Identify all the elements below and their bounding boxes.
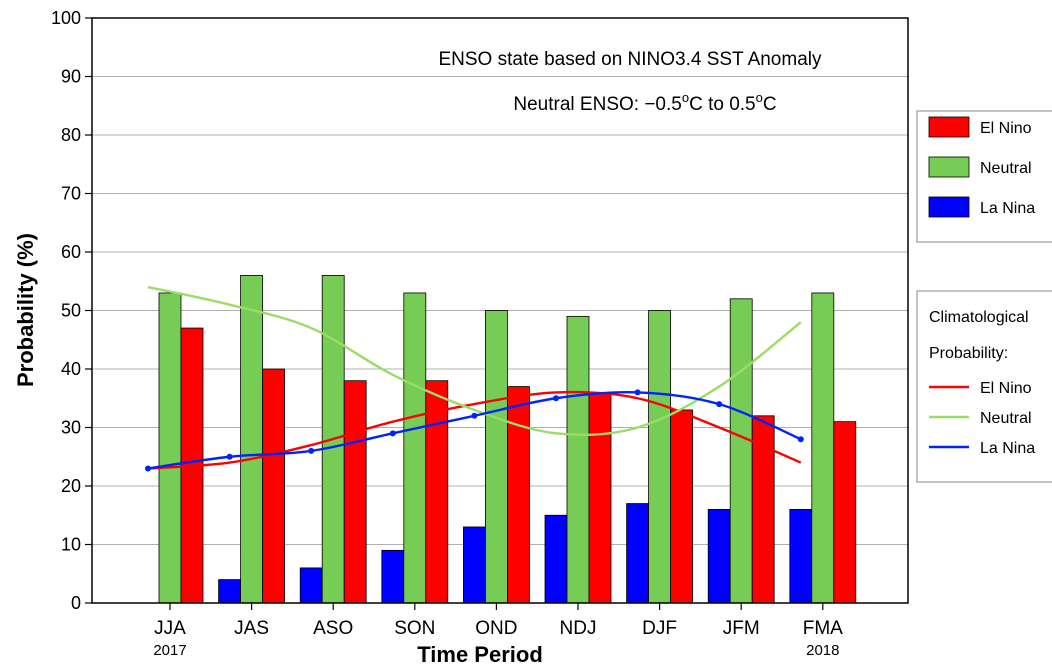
y-tick-label-70: 70 (61, 184, 81, 204)
y-tick-label-50: 50 (61, 301, 81, 321)
y-tick-label-90: 90 (61, 67, 81, 87)
annotation-enso-state: ENSO state based on NINO3.4 SST Anomaly (438, 49, 822, 70)
annotation-neutral-mid: C to 0.5 (689, 94, 756, 115)
x-tick-label-ndj: NDJ (560, 618, 597, 639)
x-tick-label-son: SON (394, 618, 435, 639)
legend-lines: Climatological Probability: El Nino Neutr… (916, 290, 1052, 483)
x-sublabel-last: 2018 (806, 642, 839, 659)
climatology-point-la-nina-jfm (716, 401, 723, 408)
bar-el-nino-jas (262, 368, 286, 604)
legend-lines-title-1: Climatological (929, 309, 1029, 326)
legend-line-label-la-nina: La Nina (980, 440, 1035, 457)
climatology-point-la-nina-ond (471, 412, 478, 419)
climatology-point-la-nina-ndj (553, 395, 559, 402)
legend-bars: El Nino Neutral La Nina (916, 110, 1052, 243)
y-axis-label: Probability (%) (13, 233, 38, 387)
bar-neutral-jas (240, 274, 264, 604)
annotation-neutral-suffix: C (763, 94, 777, 115)
bar-neutral-jfm (729, 298, 753, 604)
bar-la-nina-jfm (707, 508, 731, 604)
y-tick-label-100: 100 (51, 8, 81, 28)
bar-neutral-djf (648, 310, 671, 604)
climatology-point-la-nina-fma (797, 436, 804, 443)
legend-lines-title-2: Probability: (929, 345, 1008, 362)
climatology-point-la-nina-djf (634, 389, 641, 396)
x-sublabel-first: 2017 (153, 642, 186, 659)
bar-neutral-fma (811, 292, 835, 604)
bar-el-nino-djf (670, 409, 693, 604)
climatology-line-neutral (147, 285, 802, 437)
legend-label-el-nino: El Nino (980, 120, 1032, 137)
bars-layer (158, 274, 857, 604)
climatology-line-el-nino (147, 390, 802, 470)
legend-swatch-la-nina (928, 196, 970, 218)
climatology-point-la-nina-jja (145, 465, 151, 472)
bar-la-nina-fma (789, 508, 813, 604)
bar-neutral-ond (484, 310, 508, 604)
bar-la-nina-son (381, 549, 405, 604)
legend-line-label-neutral: Neutral (980, 410, 1032, 427)
bar-neutral-jja (158, 292, 182, 604)
y-tick-label-80: 80 (61, 125, 81, 145)
bar-la-nina-ond (462, 526, 486, 604)
bar-la-nina-ndj (544, 514, 568, 604)
y-tick-label-10: 10 (61, 535, 81, 555)
climatology-lines-layer (145, 285, 804, 472)
x-tick-label-aso: ASO (313, 618, 353, 639)
y-tick-label-30: 30 (61, 418, 81, 438)
x-tick-label-djf: DJF (642, 618, 677, 639)
x-tick-label-fma: FMA (803, 618, 843, 639)
bar-el-nino-fma (833, 421, 857, 604)
bar-la-nina-djf (626, 503, 649, 604)
bar-la-nina-aso (299, 567, 323, 604)
legend-swatch-neutral (928, 156, 970, 178)
x-tick-label-jfm: JFM (723, 618, 760, 639)
bar-el-nino-ndj (588, 391, 612, 604)
legend-label-la-nina: La Nina (980, 200, 1035, 217)
x-tick-label-jja: JJA (154, 618, 186, 639)
bar-el-nino-aso (343, 380, 367, 604)
y-tick-label-20: 20 (61, 476, 81, 496)
y-tick-label-0: 0 (71, 593, 81, 613)
bar-neutral-son (403, 292, 427, 604)
climatology-point-la-nina-son (389, 430, 396, 437)
axis-layer: 0 10 20 30 40 50 60 70 80 90 100 JJA JAS ASO SON OND NDJ… (51, 8, 843, 659)
annotation-neutral-range: Neutral ENSO: −0.5oC to 0.5oC (513, 90, 776, 115)
climatology-point-la-nina-aso (308, 447, 315, 454)
degree-symbol-1: o (682, 90, 689, 105)
climatology-point-la-nina-jas (226, 453, 233, 460)
bar-el-nino-ond (506, 386, 530, 604)
x-axis-label: Time Period (417, 642, 543, 666)
x-tick-label-ond: OND (475, 618, 517, 639)
legend-swatch-el-nino (928, 116, 970, 138)
annotation-neutral-prefix: Neutral ENSO: −0.5 (513, 94, 681, 115)
x-tick-label-jas: JAS (234, 618, 269, 639)
bar-la-nina-jas (218, 579, 242, 604)
legend-label-neutral: Neutral (980, 160, 1032, 177)
legend-line-label-el-nino: El Nino (980, 380, 1032, 397)
y-tick-label-40: 40 (61, 359, 81, 379)
bar-neutral-ndj (566, 315, 590, 604)
y-tick-label-60: 60 (61, 242, 81, 262)
degree-symbol-2: o (756, 90, 763, 105)
